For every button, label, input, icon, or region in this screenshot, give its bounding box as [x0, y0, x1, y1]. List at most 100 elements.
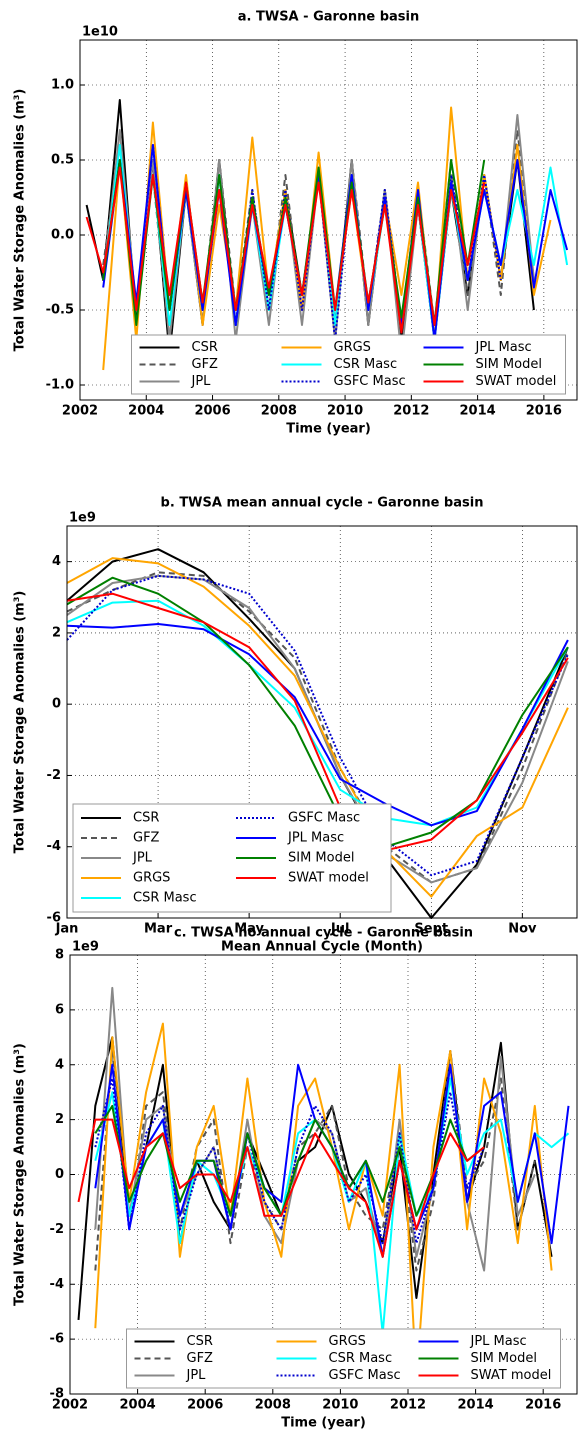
- legend-label: SWAT model: [476, 374, 557, 389]
- y-tick-label: -6: [47, 911, 61, 926]
- x-tick-label: 2014: [458, 1398, 494, 1413]
- y-tick-label: -6: [50, 1332, 64, 1347]
- x-tick-label: 2012: [390, 1398, 426, 1413]
- legend-label: GRGS: [329, 1334, 366, 1349]
- legend-label: GRGS: [334, 340, 371, 355]
- legend-box: [72, 803, 392, 913]
- x-tick-label: 2016: [526, 404, 562, 419]
- y-tick-label: 0.0: [51, 228, 74, 243]
- x-tick-label: May: [234, 922, 264, 937]
- x-tick-label: 2008: [255, 1398, 291, 1413]
- y-tick-label: 1.0: [51, 78, 74, 93]
- y-tick-label: 0: [55, 1167, 64, 1182]
- legend-label: CSR: [192, 340, 218, 355]
- x-tick-label: 2010: [322, 1398, 358, 1413]
- x-tick-label: Nov: [508, 922, 537, 937]
- x-tick-label: Jan: [55, 922, 79, 937]
- legend-label: GFZ: [187, 1351, 214, 1366]
- x-tick-label: 2002: [62, 404, 98, 419]
- series-line: [66, 571, 569, 884]
- x-axis-label: Mean Annual Cycle (Month): [221, 940, 423, 955]
- y-tick-label: 0.5: [51, 153, 74, 168]
- y-tick-label: 4: [52, 554, 61, 569]
- legend-label: SWAT model: [288, 871, 369, 886]
- chart-title: a. TWSA - Garonne basin: [238, 10, 419, 25]
- x-axis-label: Time (year): [286, 422, 371, 437]
- y-axis-label: Total Water Storage Anomalies (m³): [13, 89, 28, 352]
- series-line: [66, 623, 569, 827]
- offset-label: 1e9: [69, 511, 96, 526]
- series-line: [94, 1050, 536, 1272]
- legend-label: SIM Model: [288, 851, 354, 866]
- x-tick-label: 2012: [393, 404, 429, 419]
- x-tick-label: Mar: [144, 922, 173, 937]
- legend-label: CSR: [133, 811, 159, 826]
- legend-label: GSFC Masc: [288, 811, 360, 826]
- legend-label: GSFC Masc: [329, 1368, 401, 1383]
- plot-frame: [79, 39, 578, 401]
- series-line: [102, 114, 535, 356]
- x-tick-label: 2008: [261, 404, 297, 419]
- legend-label: SIM Model: [471, 1351, 537, 1366]
- legend-label: GSFC Masc: [334, 374, 406, 389]
- legend-label: SWAT model: [471, 1368, 552, 1383]
- y-tick-label: -1.0: [46, 378, 74, 393]
- y-tick-label: -8: [50, 1387, 64, 1402]
- y-tick-label: 4: [55, 1057, 64, 1072]
- legend-label: JPL: [191, 374, 212, 389]
- legend-label: SIM Model: [476, 357, 542, 372]
- legend-label: JPL Masc: [470, 1334, 527, 1349]
- y-tick-label: -4: [50, 1277, 64, 1292]
- x-tick-label: 2004: [128, 404, 164, 419]
- legend-label: GRGS: [133, 871, 170, 886]
- y-tick-label: -0.5: [46, 303, 74, 318]
- series-line: [94, 1104, 485, 1217]
- legend-box: [131, 334, 566, 395]
- legend-label: CSR Masc: [329, 1351, 393, 1366]
- legend-label: GFZ: [192, 357, 219, 372]
- series-line: [66, 599, 569, 827]
- plot-frame: [69, 954, 578, 1395]
- x-tick-label: Jul: [330, 922, 350, 937]
- legend-label: GFZ: [133, 831, 160, 846]
- legend-label: CSR Masc: [334, 357, 398, 372]
- x-tick-label: 2010: [327, 404, 363, 419]
- y-tick-label: 8: [55, 948, 64, 963]
- series-line: [66, 592, 569, 852]
- offset-label: 1e9: [72, 940, 99, 955]
- series-line: [77, 1118, 485, 1258]
- series-line: [102, 159, 486, 326]
- x-tick-label: 2004: [120, 1398, 156, 1413]
- legend-label: CSR Masc: [133, 891, 197, 906]
- offset-label: 1e10: [82, 25, 118, 40]
- plot-frame: [66, 525, 578, 919]
- legend-box: [126, 1328, 561, 1389]
- legend-label: JPL: [132, 851, 153, 866]
- chart-title: c. TWSA no annual cycle - Garonne basin: [174, 926, 473, 941]
- x-tick-label: 2002: [52, 1398, 88, 1413]
- y-tick-label: 2: [55, 1112, 64, 1127]
- x-tick-label: 2006: [187, 1398, 223, 1413]
- y-tick-label: -2: [47, 768, 61, 783]
- x-axis-label: Time (year): [281, 1416, 366, 1431]
- x-tick-label: 2016: [525, 1398, 561, 1413]
- series-line: [66, 557, 569, 898]
- series-line: [85, 166, 486, 334]
- x-tick-label: 2014: [460, 404, 496, 419]
- chart-title: b. TWSA mean annual cycle - Garonne basi…: [161, 496, 484, 511]
- y-tick-label: 0: [52, 697, 61, 712]
- series-line: [102, 144, 502, 341]
- legend-label: JPL Masc: [287, 831, 344, 846]
- x-tick-label: 2006: [194, 404, 230, 419]
- legend-label: JPL: [186, 1368, 207, 1383]
- series-line: [66, 576, 569, 848]
- y-tick-label: 6: [55, 1002, 64, 1017]
- y-axis-label: Total Water Storage Anomalies (m³): [13, 591, 28, 854]
- y-tick-label: -2: [50, 1222, 64, 1237]
- legend-label: JPL Masc: [475, 340, 532, 355]
- legend-label: CSR: [187, 1334, 213, 1349]
- x-tick-label: Sept: [414, 922, 448, 937]
- y-tick-label: 2: [52, 625, 61, 640]
- y-tick-label: -4: [47, 839, 61, 854]
